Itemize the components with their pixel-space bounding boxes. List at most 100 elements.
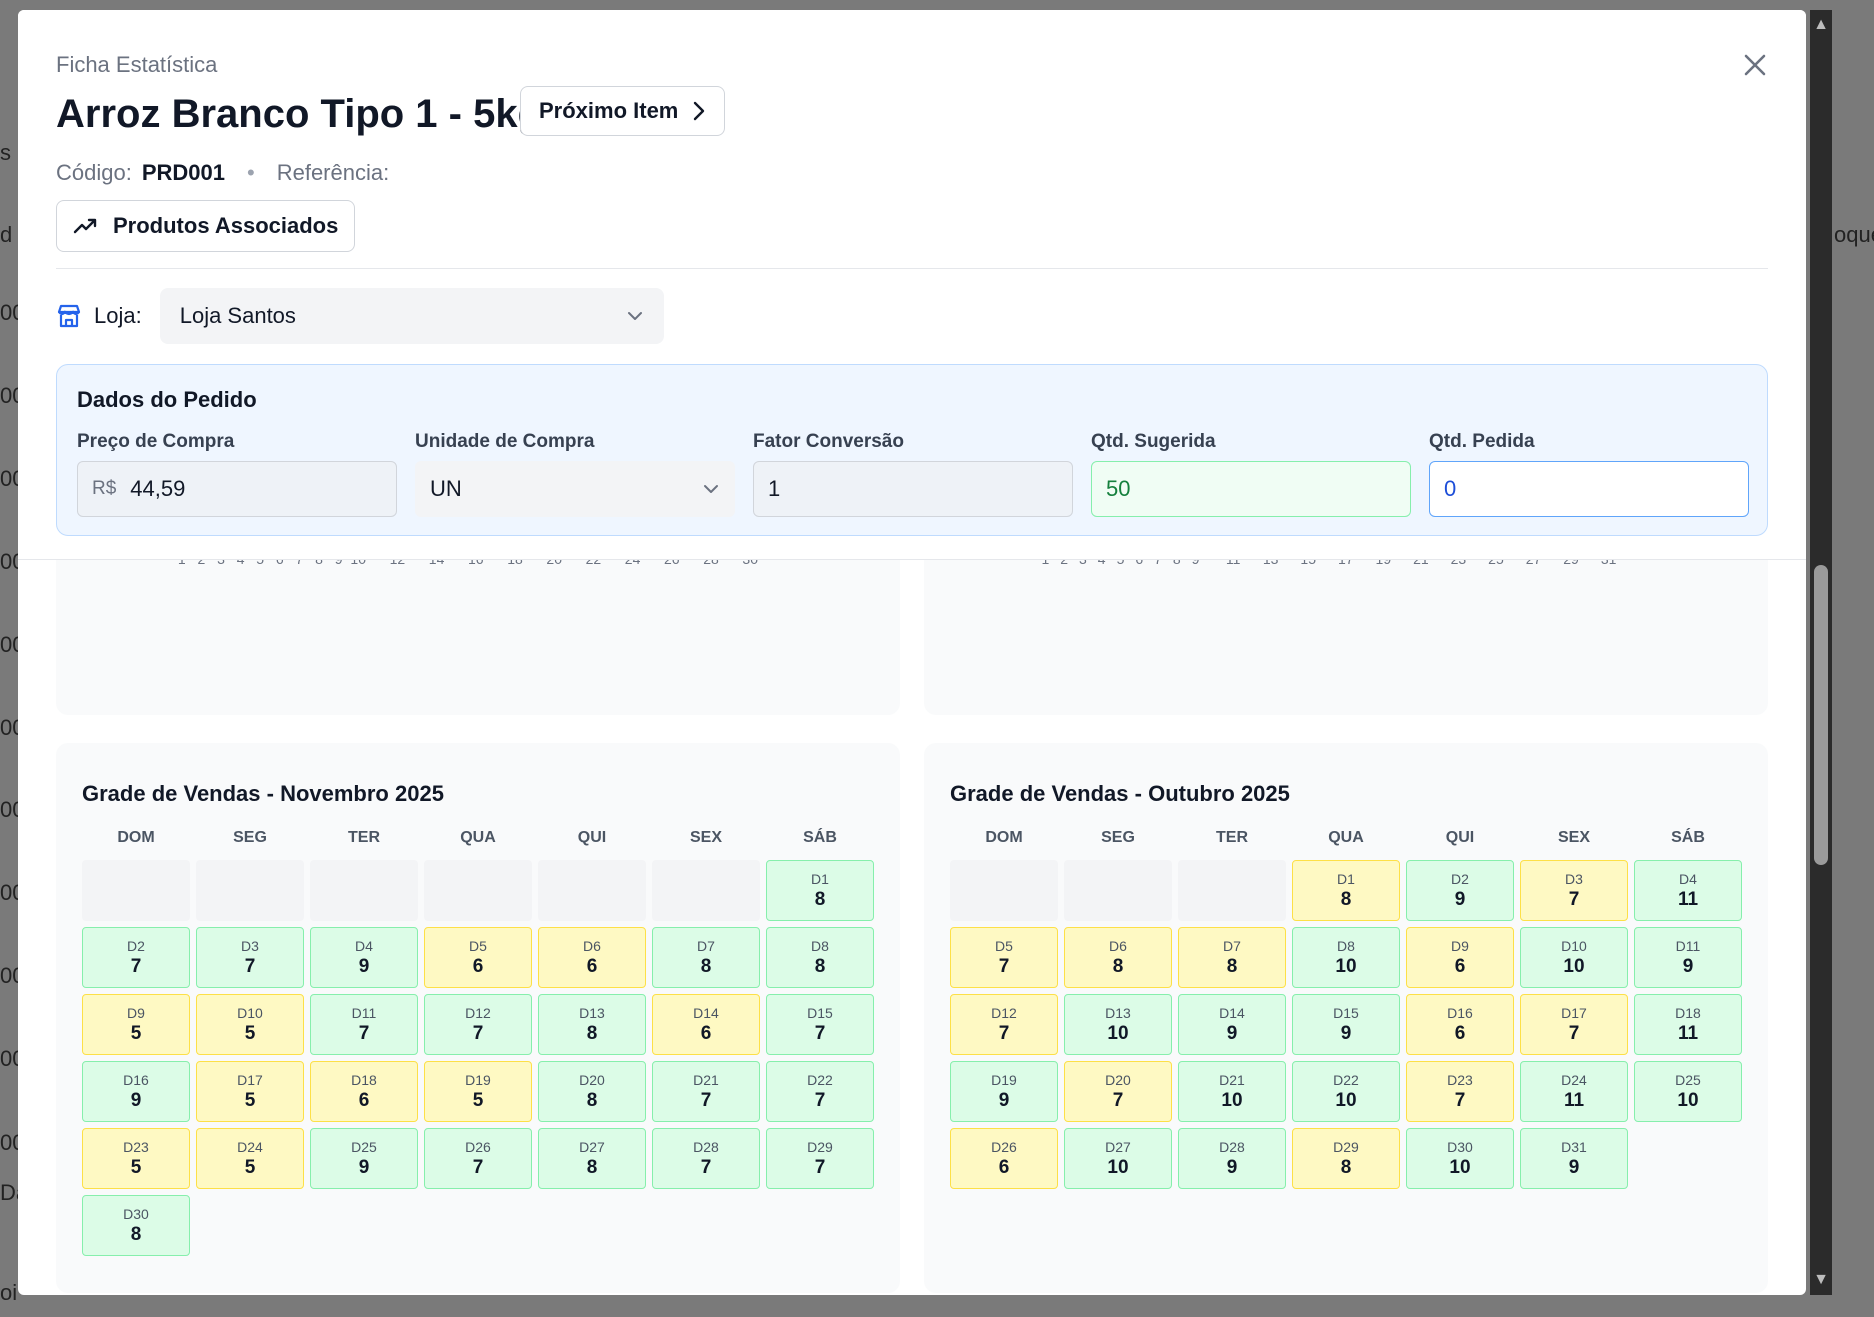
day-cell[interactable]: D18 6 xyxy=(310,1061,418,1122)
day-cell[interactable]: D1 8 xyxy=(766,860,874,921)
day-label: D15 xyxy=(1333,1004,1359,1021)
day-cell[interactable]: D18 11 xyxy=(1634,994,1742,1055)
day-cell[interactable]: D3 7 xyxy=(1520,860,1628,921)
day-cell[interactable]: D11 7 xyxy=(310,994,418,1055)
day-cell[interactable]: D2 9 xyxy=(1406,860,1514,921)
day-cell[interactable]: D28 7 xyxy=(652,1128,760,1189)
day-cell[interactable]: D14 6 xyxy=(652,994,760,1055)
day-cell[interactable]: D30 8 xyxy=(82,1195,190,1256)
day-cell[interactable]: D12 7 xyxy=(950,994,1058,1055)
day-cell[interactable]: D7 8 xyxy=(652,927,760,988)
day-sales-value: 6 xyxy=(700,1022,712,1044)
day-cell[interactable]: D24 11 xyxy=(1520,1061,1628,1122)
day-cell[interactable]: D15 7 xyxy=(766,994,874,1055)
field-value: 0 xyxy=(1444,476,1457,501)
day-label: D23 xyxy=(1447,1071,1473,1088)
day-cell[interactable]: D31 9 xyxy=(1520,1128,1628,1189)
day-cell[interactable]: D21 10 xyxy=(1178,1061,1286,1122)
day-cell[interactable]: D10 5 xyxy=(196,994,304,1055)
day-cell[interactable]: D8 10 xyxy=(1292,927,1400,988)
day-cell[interactable]: D21 7 xyxy=(652,1061,760,1122)
modal-header: Ficha Estatística Arroz Branco Tipo 1 - … xyxy=(18,10,1806,560)
day-cell[interactable]: D6 8 xyxy=(1064,927,1172,988)
day-cell[interactable]: D27 10 xyxy=(1064,1128,1172,1189)
day-cell[interactable]: D25 10 xyxy=(1634,1061,1742,1122)
day-label: D8 xyxy=(811,937,829,954)
day-cell[interactable]: D16 9 xyxy=(82,1061,190,1122)
scroll-up-arrow-icon[interactable]: ▲ xyxy=(1813,16,1829,33)
day-sales-value: 7 xyxy=(358,1022,370,1044)
grid-title: Grade de Vendas - Novembro 2025 xyxy=(82,781,444,806)
day-cell[interactable]: D9 5 xyxy=(82,994,190,1055)
store-select[interactable]: Loja Santos xyxy=(159,288,664,344)
day-label: D5 xyxy=(995,937,1013,954)
day-cell[interactable]: D2 7 xyxy=(82,927,190,988)
day-cell[interactable]: D4 9 xyxy=(310,927,418,988)
day-cell[interactable]: D19 9 xyxy=(950,1061,1058,1122)
day-cell[interactable]: D17 5 xyxy=(196,1061,304,1122)
day-cell[interactable]: D9 6 xyxy=(1406,927,1514,988)
day-label: D1 xyxy=(811,870,829,887)
day-sales-value: 9 xyxy=(1226,1156,1238,1178)
day-cell[interactable]: D13 8 xyxy=(538,994,646,1055)
product-title: Arroz Branco Tipo 1 - 5kg xyxy=(56,92,543,136)
suggested-qty-input[interactable]: 50 xyxy=(1091,461,1411,517)
scroll-down-arrow-icon[interactable]: ▼ xyxy=(1813,1271,1829,1288)
day-cell[interactable]: D19 5 xyxy=(424,1061,532,1122)
day-cell[interactable]: D13 10 xyxy=(1064,994,1172,1055)
vertical-scrollbar[interactable]: ▲ ▼ xyxy=(1810,10,1832,1295)
day-cell[interactable]: D8 8 xyxy=(766,927,874,988)
day-cell[interactable]: D23 7 xyxy=(1406,1061,1514,1122)
day-cell[interactable]: D12 7 xyxy=(424,994,532,1055)
scroll-thumb[interactable] xyxy=(1814,565,1828,865)
day-cell[interactable]: D30 10 xyxy=(1406,1128,1514,1189)
day-cell[interactable]: D22 10 xyxy=(1292,1061,1400,1122)
day-cell[interactable]: D28 9 xyxy=(1178,1128,1286,1189)
day-cell[interactable]: D5 7 xyxy=(950,927,1058,988)
day-cell[interactable]: D17 7 xyxy=(1520,994,1628,1055)
day-cell[interactable]: D26 7 xyxy=(424,1128,532,1189)
day-cell[interactable]: D23 5 xyxy=(82,1128,190,1189)
day-sales-value: 7 xyxy=(472,1156,484,1178)
day-cell[interactable]: D10 10 xyxy=(1520,927,1628,988)
ordered-qty-input[interactable]: 0 xyxy=(1429,461,1749,517)
day-cell[interactable]: D29 8 xyxy=(1292,1128,1400,1189)
store-selected-value: Loja Santos xyxy=(179,303,296,328)
day-cell[interactable]: D7 8 xyxy=(1178,927,1286,988)
day-cell[interactable]: D22 7 xyxy=(766,1061,874,1122)
purchase-price-input[interactable]: R$ 44,59 xyxy=(77,461,397,517)
day-sales-value: 10 xyxy=(1107,1022,1129,1044)
day-label: D11 xyxy=(1675,937,1701,954)
day-cell[interactable]: D3 7 xyxy=(196,927,304,988)
next-item-button[interactable]: Próximo Item xyxy=(520,86,726,136)
conversion-factor-input[interactable]: 1 xyxy=(753,461,1073,517)
day-cell[interactable]: D6 6 xyxy=(538,927,646,988)
day-cell[interactable]: D27 8 xyxy=(538,1128,646,1189)
day-cell[interactable]: D20 7 xyxy=(1064,1061,1172,1122)
day-label: D4 xyxy=(1679,870,1697,887)
day-cell[interactable]: D29 7 xyxy=(766,1128,874,1189)
day-label: D25 xyxy=(351,1138,377,1155)
day-label: D22 xyxy=(1333,1071,1359,1088)
day-label: D12 xyxy=(991,1004,1017,1021)
day-cell[interactable]: D11 9 xyxy=(1634,927,1742,988)
day-cell[interactable]: D16 6 xyxy=(1406,994,1514,1055)
purchase-unit-select[interactable]: UN xyxy=(415,461,735,517)
day-sales-value: 5 xyxy=(130,1022,142,1044)
empty-calendar-cell xyxy=(310,860,418,921)
day-label: D7 xyxy=(697,937,715,954)
day-cell[interactable]: D20 8 xyxy=(538,1061,646,1122)
day-label: D25 xyxy=(1675,1071,1701,1088)
day-cell[interactable]: D5 6 xyxy=(424,927,532,988)
day-cell[interactable]: D14 9 xyxy=(1178,994,1286,1055)
associated-products-button[interactable]: Produtos Associados xyxy=(56,200,356,252)
day-cell[interactable]: D25 9 xyxy=(310,1128,418,1189)
day-cell[interactable]: D26 6 xyxy=(950,1128,1058,1189)
day-cell[interactable]: D4 11 xyxy=(1634,860,1742,921)
trending-up-icon xyxy=(73,218,97,234)
day-cell[interactable]: D24 5 xyxy=(196,1128,304,1189)
close-icon[interactable] xyxy=(1740,50,1770,80)
day-cell[interactable]: D15 9 xyxy=(1292,994,1400,1055)
day-cell[interactable]: D1 8 xyxy=(1292,860,1400,921)
sales-grid-october: Grade de Vendas - Outubro 2025 DOM SEG TER… xyxy=(924,743,1768,1293)
